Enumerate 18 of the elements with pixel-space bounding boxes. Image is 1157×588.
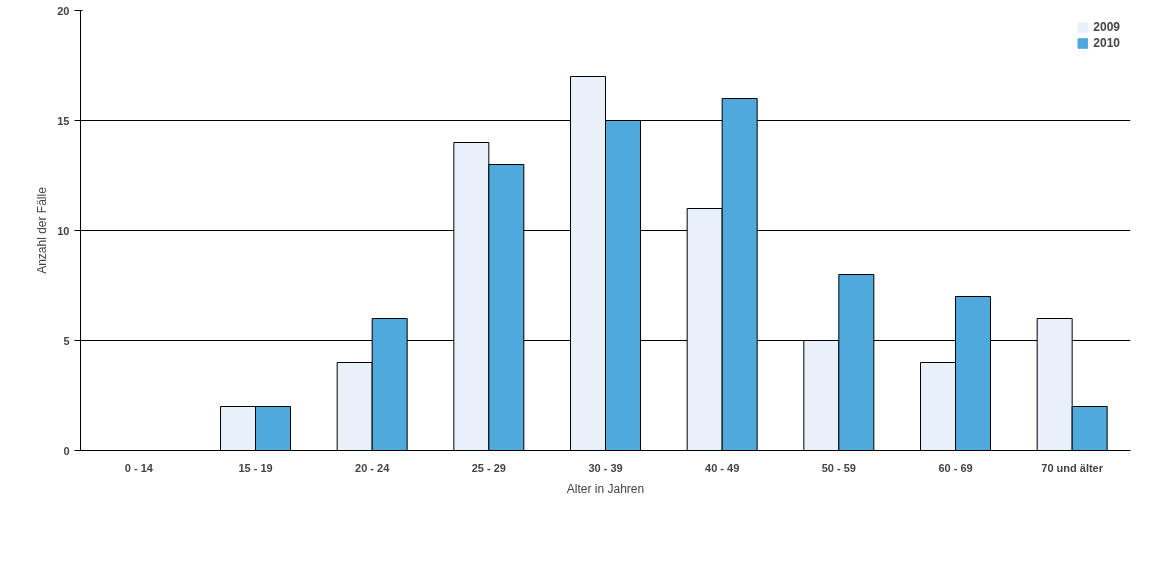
x-tick-label: 0 - 14 <box>124 461 154 474</box>
y-tick-label: 5 <box>63 334 70 347</box>
x-tick-label: 50 - 59 <box>821 461 856 474</box>
x-tick-label: 70 und älter <box>1041 461 1104 474</box>
y-tick-label: 0 <box>63 444 70 457</box>
x-tick-label: 15 - 19 <box>238 461 273 474</box>
x-tick-label: 60 - 69 <box>938 461 973 474</box>
x-axis-title: Alter in Jahren <box>566 481 645 496</box>
legend-label: 2009 <box>1093 20 1120 34</box>
x-tick-label: 25 - 29 <box>471 461 506 474</box>
y-axis-title: Anzahl der Fälle <box>35 186 50 274</box>
x-tick-label: 40 - 49 <box>705 461 740 474</box>
x-tick-label: 30 - 39 <box>588 461 623 474</box>
y-tick-label: 15 <box>57 114 70 127</box>
legend-label: 2010 <box>1093 36 1120 50</box>
x-tick-label: 20 - 24 <box>355 461 391 474</box>
y-tick-label: 10 <box>57 224 70 237</box>
y-tick-label: 20 <box>57 4 70 17</box>
